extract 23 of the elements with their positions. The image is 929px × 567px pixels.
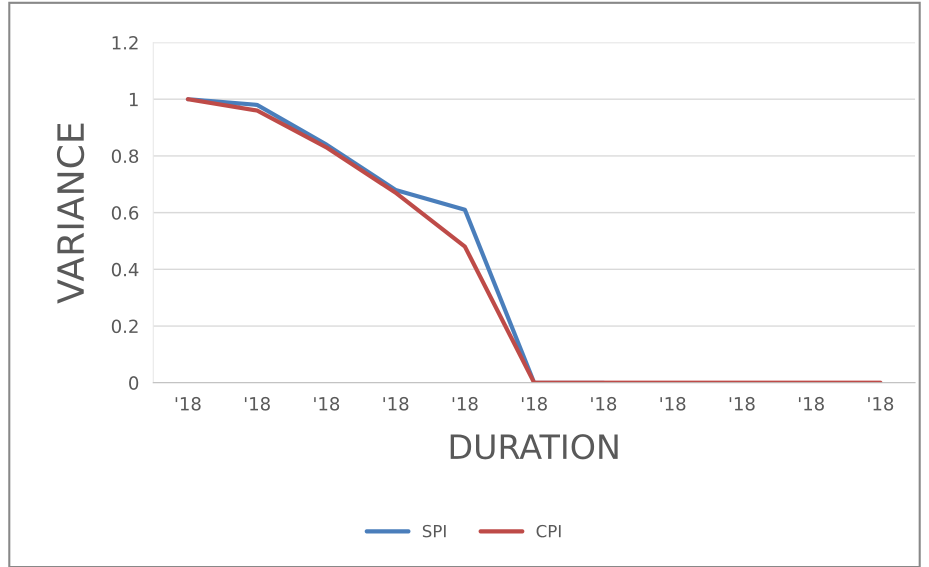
y-tick-label: 0.6 — [112, 206, 138, 220]
x-tick-label: '18 — [522, 396, 547, 411]
x-tick-label: '18 — [730, 396, 755, 411]
x-tick-label: '18 — [176, 396, 201, 411]
x-tick-label: '18 — [314, 396, 340, 411]
x-tick-label: '18 — [244, 396, 270, 411]
y-tick-label: 0.2 — [112, 319, 138, 334]
x-tick-label: '18 — [798, 396, 824, 411]
x-tick-label: '18 — [591, 396, 616, 411]
x-tick-label: '18 — [868, 396, 894, 411]
legend-label: SPI — [422, 524, 446, 538]
x-tick-label: '18 — [660, 396, 686, 411]
x-axis-title: DURATION — [450, 434, 618, 460]
y-tick-label: 1 — [130, 92, 138, 106]
y-tick-label: 0 — [129, 376, 138, 390]
x-tick-label: '18 — [452, 396, 478, 411]
y-tick-label: 0.4 — [112, 262, 138, 276]
line-series — [186, 97, 883, 383]
y-tick-label: 1.2 — [112, 36, 138, 50]
y-tick-label: 0.8 — [112, 149, 138, 164]
legend-label: CPI — [536, 524, 561, 538]
y-axis-title: VARIANCE — [56, 124, 84, 304]
x-tick-label: '18 — [383, 396, 408, 411]
